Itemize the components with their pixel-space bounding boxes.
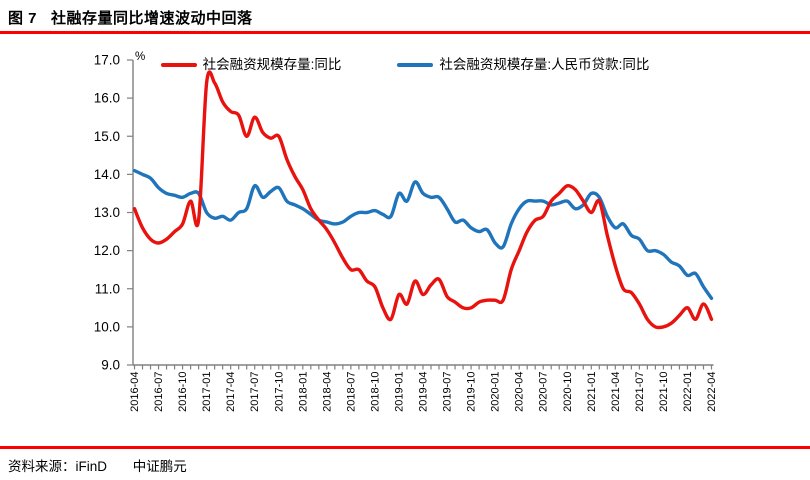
x-tick-label: 2020-10 <box>562 372 574 412</box>
source-label: 资料来源：iFinD <box>8 459 108 474</box>
legend-item-rmb-loans-yoy: 社会融资规模存量:人民币贷款:同比 <box>397 58 649 72</box>
x-tick-label: 2017-04 <box>225 372 237 412</box>
x-tick-label: 2022-01 <box>682 372 694 412</box>
chart-legend: 社会融资规模存量:同比 社会融资规模存量:人民币贷款:同比 <box>0 58 810 72</box>
x-tick-label: 2022-04 <box>706 372 718 412</box>
x-tick-label: 2021-10 <box>658 372 670 412</box>
source-organization: 中证鹏元 <box>132 459 187 474</box>
x-tick-label: 2020-04 <box>514 372 526 412</box>
legend-item-tsf-stock-yoy: 社会融资规模存量:同比 <box>160 57 342 72</box>
x-tick-label: 2017-10 <box>273 372 285 412</box>
x-tick-label: 2017-01 <box>201 372 213 412</box>
x-tick-label: 2019-10 <box>466 372 478 412</box>
source-line: 资料来源：iFinD 中证鹏元 <box>8 455 187 475</box>
x-tick-label: 2019-07 <box>442 372 454 412</box>
tsf-stock-yoy-line <box>132 70 714 330</box>
y-tick-label: 16.0 <box>94 91 120 106</box>
title-divider-rule <box>0 31 810 34</box>
x-tick-label: 2021-01 <box>586 372 598 412</box>
y-tick-label: 11.0 <box>95 281 120 296</box>
x-tick-label: 2016-04 <box>129 372 141 412</box>
x-tick-label: 2016-10 <box>177 372 189 412</box>
x-tick-label: 2020-07 <box>538 372 550 412</box>
x-tick-label: 2016-07 <box>153 372 165 412</box>
legend-label-rmb-loans-yoy: 社会融资规模存量:人民币贷款:同比 <box>439 57 650 72</box>
blue-line-swatch <box>397 62 434 67</box>
x-tick-label: 2020-01 <box>490 372 502 412</box>
y-tick-label: 14.0 <box>94 167 120 182</box>
y-axis-unit: % <box>135 51 145 63</box>
y-tick-label: 17.0 <box>94 53 120 68</box>
x-tick-label: 2017-07 <box>249 372 261 412</box>
x-tick-label: 2019-01 <box>394 372 406 412</box>
red-line-swatch <box>160 62 197 67</box>
x-tick-label: 2021-04 <box>610 372 622 412</box>
footer-divider-rule <box>0 446 810 449</box>
x-tick-label: 2019-04 <box>418 372 430 412</box>
y-tick-label: 9.0 <box>101 358 120 373</box>
legend-label-tsf-stock-yoy: 社会融资规模存量:同比 <box>202 57 342 72</box>
y-tick-label: 10.0 <box>94 319 120 334</box>
x-tick-label: 2018-01 <box>297 372 309 412</box>
x-tick-label: 2018-10 <box>369 372 381 412</box>
x-tick-label: 2018-04 <box>321 372 333 412</box>
y-tick-label: 12.0 <box>94 243 120 258</box>
figure-title: 图 7 社融存量同比增速波动中回落 <box>8 10 253 27</box>
y-tick-label: 15.0 <box>94 129 120 144</box>
x-tick-label: 2021-07 <box>634 372 646 412</box>
y-tick-label: 13.0 <box>94 205 120 220</box>
rmb-loans-yoy-line <box>132 168 714 300</box>
x-tick-label: 2018-07 <box>345 372 357 412</box>
